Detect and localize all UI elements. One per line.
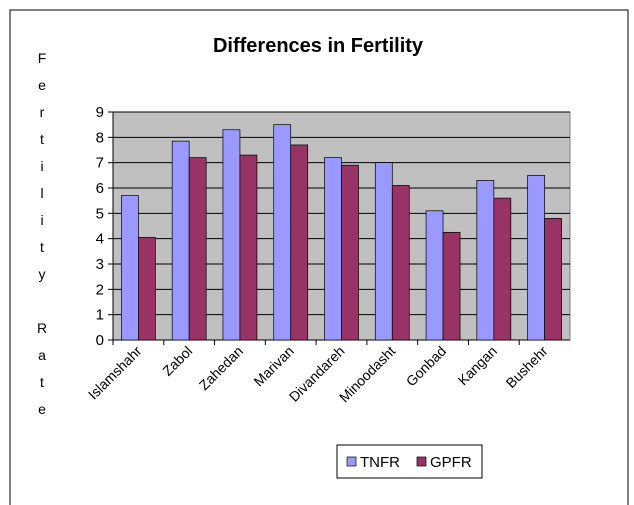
y-tick-label: 5 — [96, 205, 104, 222]
y-axis-label: Fertility Rate — [34, 50, 50, 428]
bar — [391, 185, 410, 341]
legend-box — [336, 444, 483, 479]
x-tick-label: Islamshahr — [85, 343, 145, 403]
x-tick-label: Bushehr — [503, 343, 551, 391]
bar — [425, 210, 444, 341]
bar — [341, 164, 359, 341]
y-tick-label: 3 — [96, 256, 104, 273]
x-tick-label: Zabol — [159, 343, 195, 379]
y-tick-label: 4 — [96, 231, 104, 248]
chart-frame — [9, 9, 629, 505]
bar — [273, 124, 292, 341]
y-tick-label: 1 — [96, 307, 104, 324]
y-tick-label: 8 — [96, 129, 104, 146]
bar — [222, 129, 241, 341]
legend-label: GPFR — [430, 454, 472, 471]
bar — [290, 144, 309, 341]
legend-swatch — [346, 456, 357, 467]
bar — [476, 180, 495, 341]
bar — [374, 162, 393, 341]
bar — [527, 174, 545, 341]
x-tick-label: Zahedan — [196, 343, 246, 393]
y-tick-label: 6 — [96, 180, 104, 197]
bar — [171, 140, 190, 341]
x-tick-label: Marivan — [250, 343, 297, 390]
legend-label: TNFR — [360, 454, 400, 471]
y-tick-label: 7 — [96, 155, 104, 172]
bar — [121, 195, 139, 341]
bar — [138, 237, 156, 341]
x-tick-label: Gonbad — [403, 343, 450, 390]
y-tick-label: 2 — [96, 281, 104, 298]
chart-title: Differences in Fertility — [213, 35, 424, 57]
bar — [493, 197, 512, 341]
y-tick-label: 0 — [96, 332, 104, 349]
y-tick-label: 9 — [96, 104, 104, 121]
bar — [442, 231, 461, 341]
bar — [239, 154, 258, 341]
bar — [324, 157, 342, 341]
bar — [188, 157, 207, 341]
bar — [544, 218, 562, 341]
x-tick-label: Kangan — [455, 343, 500, 388]
legend-swatch — [416, 456, 427, 467]
